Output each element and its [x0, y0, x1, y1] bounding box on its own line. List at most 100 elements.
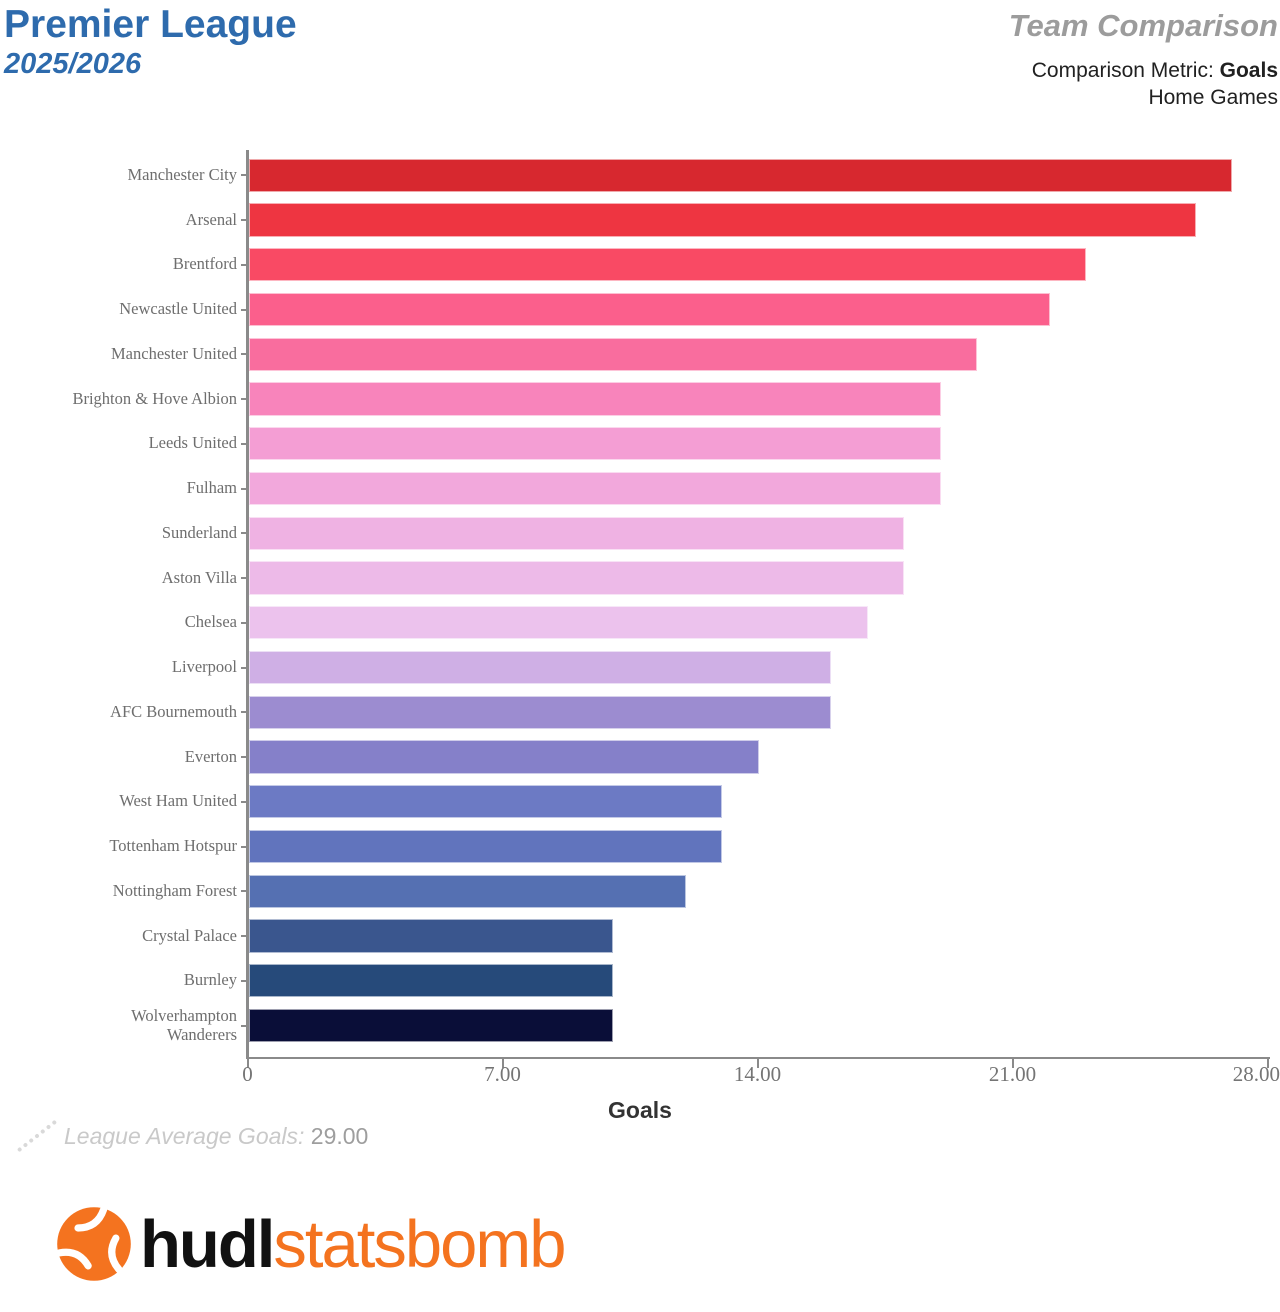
- league-average-note: League Average Goals: 29.00: [64, 1123, 368, 1150]
- bar: [248, 650, 832, 685]
- league-average-value: 29.00: [310, 1123, 369, 1149]
- games-scope: Home Games: [1148, 85, 1278, 109]
- y-tick-mark: [241, 890, 247, 893]
- team-label: Manchester City: [127, 164, 237, 184]
- logo-hudl-text: hudl: [140, 1206, 275, 1282]
- bar: [248, 1008, 613, 1043]
- header-left: Premier League 2025/2026: [4, 3, 297, 81]
- bar: [248, 248, 1087, 282]
- team-label: Nottingham Forest: [112, 880, 237, 900]
- bar-row: Manchester United: [0, 332, 1280, 377]
- y-tick-mark: [241, 756, 247, 759]
- bar-row: Newcastle United: [0, 287, 1280, 332]
- y-tick-mark: [241, 174, 247, 177]
- team-label: Wolverhampton Wanderers: [131, 1005, 237, 1044]
- bar-row: Arsenal: [0, 198, 1280, 243]
- bar: [248, 471, 941, 506]
- x-tick-label: 21.00: [988, 1062, 1037, 1086]
- bar-row: Crystal Palace: [0, 914, 1280, 959]
- team-label: West Ham United: [119, 791, 237, 811]
- bar: [248, 964, 613, 998]
- bar-row: Nottingham Forest: [0, 869, 1280, 914]
- bar-row: Liverpool: [0, 645, 1280, 690]
- x-tick-label: 7.00: [484, 1062, 521, 1086]
- bar: [248, 829, 723, 864]
- team-label: Tottenham Hotspur: [109, 836, 237, 856]
- team-label: Burnley: [183, 970, 237, 990]
- y-tick-mark: [241, 442, 247, 445]
- bar-row: Burnley: [0, 959, 1280, 1004]
- comparison-metric-line: Comparison Metric: Goals: [1009, 57, 1278, 84]
- team-label: Brighton & Hove Albion: [72, 388, 237, 408]
- bar-row: Everton: [0, 735, 1280, 780]
- bar-row: West Ham United: [0, 780, 1280, 825]
- bar-row: Aston Villa: [0, 556, 1280, 601]
- team-label: Leeds United: [148, 433, 237, 453]
- x-axis-line: [246, 1056, 1270, 1059]
- league-average-label: League Average Goals:: [64, 1123, 305, 1149]
- team-label: Newcastle United: [119, 299, 237, 319]
- season-subtitle: 2025/2026: [4, 47, 142, 80]
- bar-row: Fulham: [0, 466, 1280, 511]
- header-right: Team Comparison Comparison Metric: Goals…: [1009, 8, 1278, 111]
- x-tick-mark: [756, 1059, 759, 1068]
- bar: [248, 740, 759, 774]
- bar: [248, 203, 1196, 237]
- team-label: Brentford: [172, 254, 237, 274]
- team-label: Sunderland: [161, 522, 237, 542]
- x-tick-mark: [501, 1059, 504, 1068]
- bar: [248, 785, 723, 819]
- logo-statsbomb-text: statsbomb: [273, 1206, 566, 1282]
- y-tick-mark: [241, 353, 247, 356]
- x-tick-label: 0: [242, 1062, 253, 1086]
- team-label: Manchester United: [111, 343, 237, 363]
- hudl-statsbomb-logo: hudlstatsbomb: [54, 1204, 567, 1284]
- metric-value: Goals: [1219, 58, 1278, 82]
- y-tick-mark: [241, 621, 247, 624]
- x-tick-mark: [1266, 1059, 1269, 1068]
- y-tick-mark: [241, 935, 247, 938]
- bar-row: Manchester City: [0, 153, 1280, 198]
- x-axis-title: Goals: [608, 1097, 672, 1123]
- page-title: Premier League: [4, 3, 297, 46]
- team-label: Liverpool: [171, 657, 237, 677]
- report-type-title: Team Comparison: [1008, 8, 1278, 43]
- y-tick-mark: [241, 577, 247, 580]
- team-label: Aston Villa: [161, 567, 237, 587]
- bar: [248, 874, 686, 908]
- logo-wordmark: hudlstatsbomb: [140, 1211, 567, 1278]
- bar: [248, 561, 905, 595]
- bar-row: AFC Bournemouth: [0, 690, 1280, 735]
- y-tick-mark: [241, 487, 247, 490]
- x-tick-label: 28.00: [1232, 1062, 1280, 1086]
- bar-row: Leeds United: [0, 422, 1280, 467]
- bar-row: Brighton & Hove Albion: [0, 377, 1280, 422]
- y-tick-mark: [241, 1024, 247, 1027]
- bar: [248, 606, 868, 640]
- bar: [248, 919, 613, 953]
- y-tick-mark: [241, 845, 247, 848]
- bar: [248, 158, 1233, 192]
- x-tick-label: 14.00: [733, 1062, 782, 1086]
- team-label: AFC Bournemouth: [110, 701, 237, 721]
- hudl-globe-icon: [54, 1204, 134, 1284]
- bar-row: Sunderland: [0, 511, 1280, 556]
- team-label: Crystal Palace: [142, 925, 237, 945]
- y-tick-mark: [241, 711, 247, 714]
- team-label: Fulham: [186, 478, 237, 498]
- bar: [248, 382, 941, 416]
- y-tick-mark: [241, 666, 247, 669]
- bar: [248, 292, 1050, 327]
- bar-row: Chelsea: [0, 601, 1280, 646]
- y-tick-mark: [241, 532, 247, 535]
- bar: [248, 337, 978, 371]
- y-axis-line: [246, 150, 249, 1059]
- y-tick-mark: [241, 800, 247, 803]
- y-tick-mark: [241, 398, 247, 401]
- bar: [248, 516, 905, 550]
- y-tick-mark: [241, 263, 247, 266]
- bar: [248, 427, 941, 461]
- y-tick-mark: [241, 979, 247, 982]
